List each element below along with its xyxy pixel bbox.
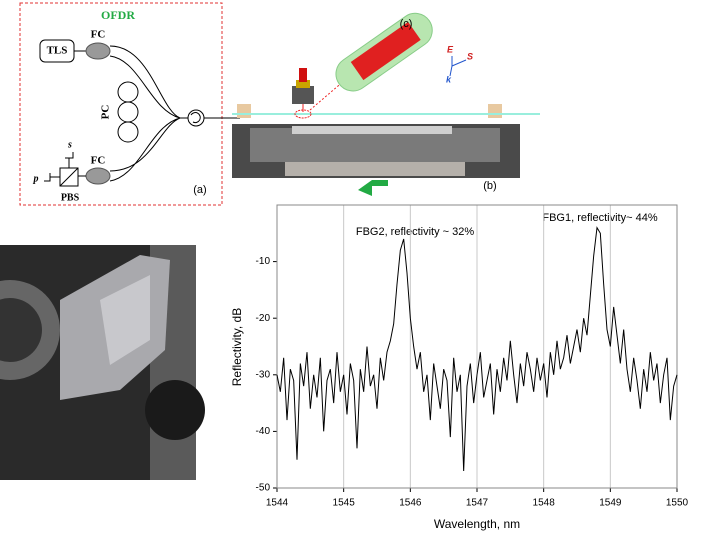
plot-frame (276, 204, 678, 489)
pbs-diagonal (59, 167, 79, 187)
slide (285, 162, 465, 176)
pc-loop (117, 121, 139, 143)
pbs-label: PBS (61, 192, 80, 203)
grating (350, 21, 421, 81)
x-tick-label: 1550 (666, 498, 689, 509)
p-port (44, 173, 60, 182)
panel-label: (b) (483, 180, 496, 192)
panel-label: (a) (193, 184, 206, 196)
fc-label: FC (91, 29, 106, 41)
axis-label: k (446, 74, 452, 84)
pc-loop (117, 81, 139, 103)
y-axis-label: Reflectivity, dB (230, 308, 244, 386)
photo (0, 245, 205, 480)
y-tick-label: -40 (256, 426, 271, 437)
dashed-box (19, 2, 223, 206)
laser (299, 68, 307, 82)
coupler (85, 42, 111, 60)
pc-loop (117, 101, 139, 123)
objective (292, 86, 314, 104)
x-tick-label: 1544 (266, 498, 289, 509)
fiber-inset (335, 12, 433, 92)
x-tick-label: 1549 (599, 498, 622, 509)
setup-illustration: (b) (c) E S k (232, 12, 540, 196)
photo-holder (100, 275, 150, 365)
spectrum-line (276, 226, 678, 472)
axis-label: S (467, 51, 473, 61)
circulator-arrow (190, 112, 201, 124)
chart: FBG2, reflectivity ~ 32% FBG1, reflectiv… (230, 204, 689, 531)
clamp (488, 104, 502, 118)
clamp (237, 104, 251, 118)
axis-label: E (447, 44, 454, 54)
tls-label: TLS (47, 45, 68, 57)
annotation: FBG2, reflectivity ~ 32% (356, 226, 475, 238)
box-title: OFDR (101, 8, 135, 22)
photo-objective (0, 298, 42, 362)
s-port (65, 152, 74, 168)
ofdr-schematic: OFDR TLS FC FC PC s p PBS (a) (19, 2, 240, 206)
y-tick-label: -10 (256, 256, 271, 267)
y-tick-label: -30 (256, 369, 271, 380)
p-label: p (33, 173, 39, 184)
x-tick-label: 1545 (333, 498, 356, 509)
plate (292, 126, 452, 134)
axes-icon (449, 56, 467, 77)
x-tick-label: 1548 (533, 498, 556, 509)
arrow (358, 180, 388, 196)
x-tick-label: 1547 (466, 498, 489, 509)
x-tick-label: 1546 (399, 498, 422, 509)
objective-ring (296, 80, 310, 88)
annotation: FBG1, reflectivity~ 44% (542, 212, 657, 224)
s-label: s (67, 139, 72, 150)
panel-label: (c) (400, 18, 413, 30)
photo-knob (145, 380, 205, 440)
stage-inner (250, 128, 500, 162)
fiber (109, 45, 188, 182)
y-tick-label: -50 (256, 483, 271, 494)
x-axis-label: Wavelength, nm (434, 517, 520, 531)
fc-label: FC (91, 155, 106, 167)
pc-label: PC (100, 105, 112, 120)
y-tick-label: -20 (256, 313, 271, 324)
focus (294, 109, 312, 119)
coupler (85, 167, 111, 185)
